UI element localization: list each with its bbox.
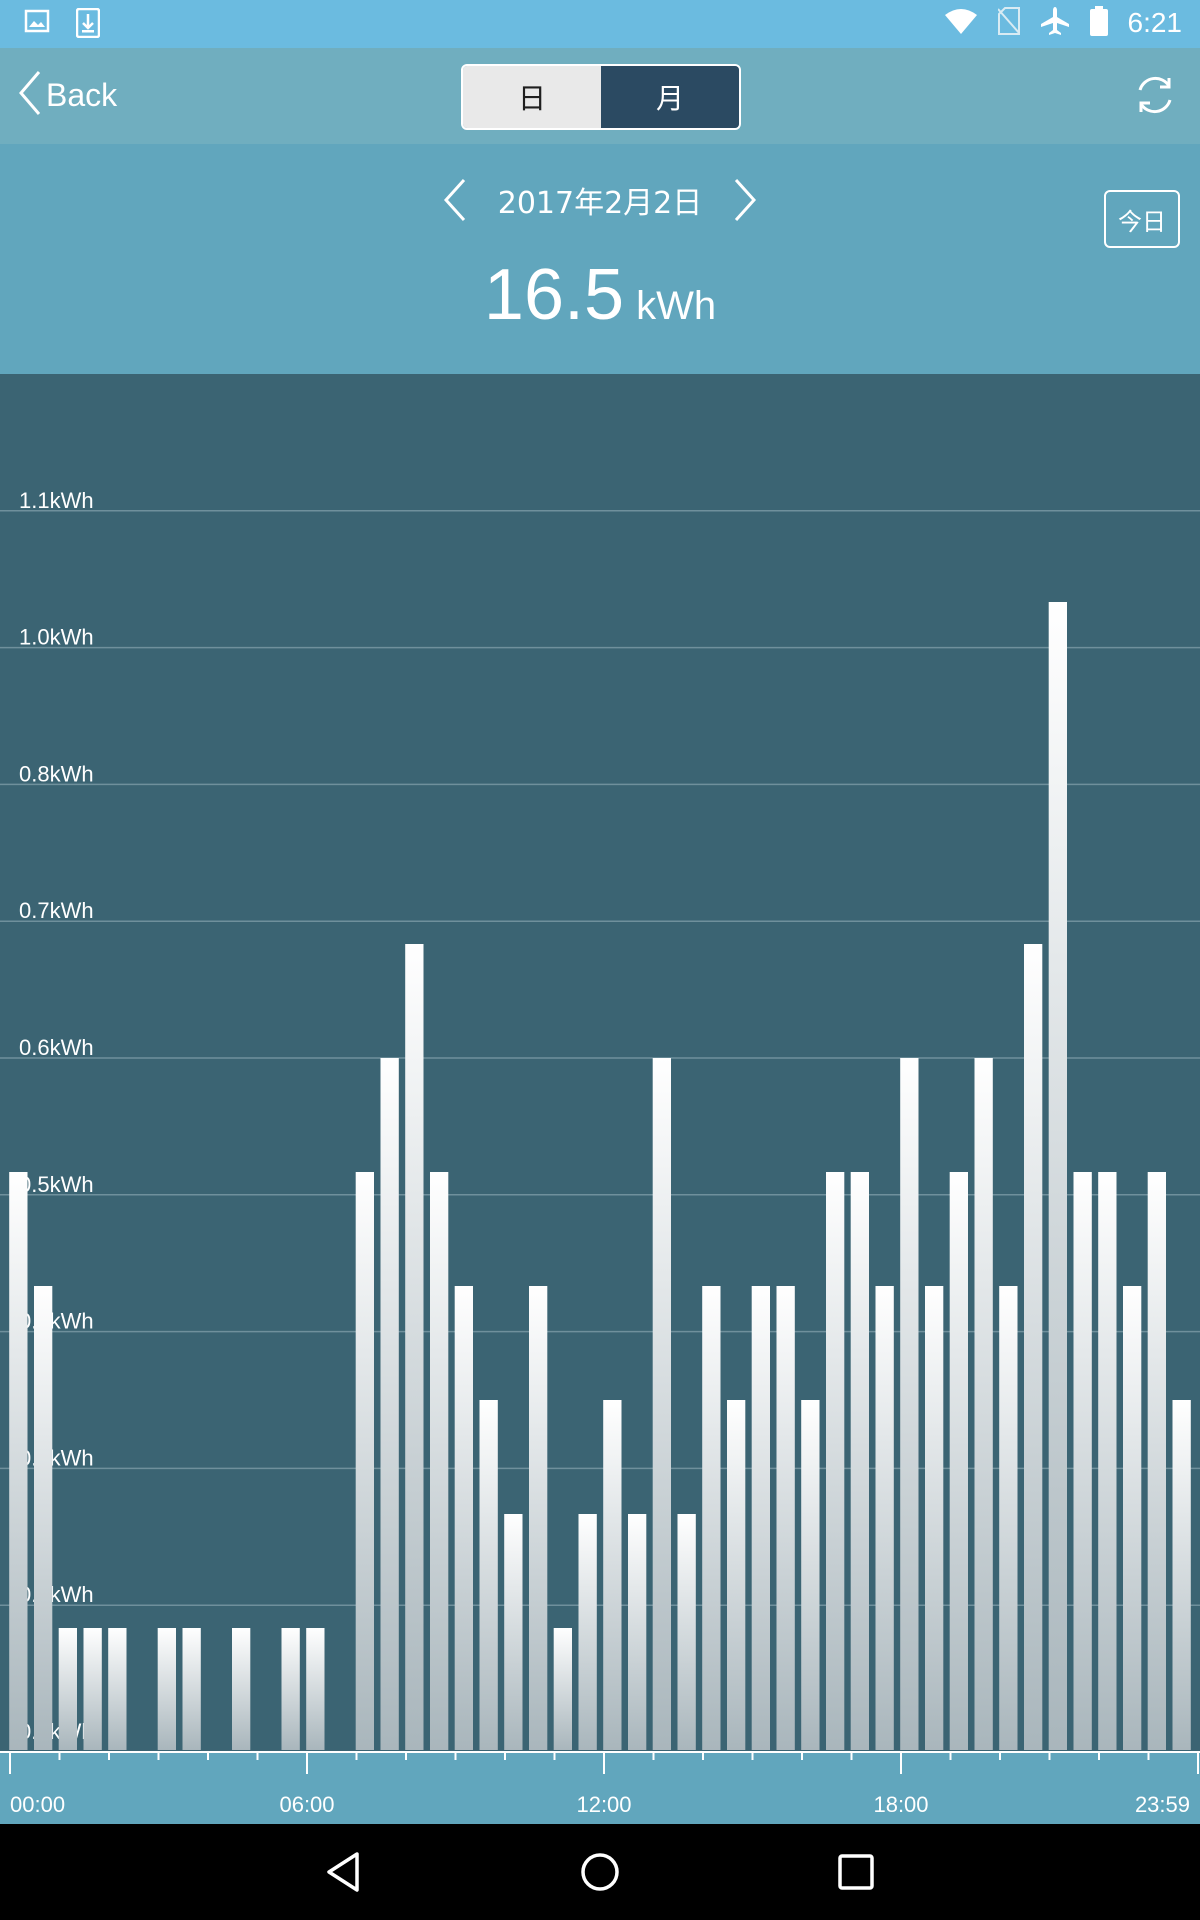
- bar: [1073, 1172, 1092, 1750]
- x-tick-label: 23:59: [1135, 1792, 1190, 1817]
- bar: [553, 1628, 572, 1750]
- period-segmented-control: 日 月: [461, 64, 741, 130]
- bar: [875, 1286, 894, 1750]
- bar: [974, 1058, 993, 1750]
- bar: [900, 1058, 919, 1750]
- refresh-icon: [1130, 76, 1180, 124]
- bar: [1123, 1286, 1142, 1750]
- previous-date-button[interactable]: [440, 176, 470, 224]
- bar: [727, 1400, 746, 1750]
- bar: [58, 1628, 77, 1750]
- bar: [157, 1628, 176, 1750]
- y-tick-label: 0.3kWh: [19, 1309, 94, 1334]
- energy-chart: 0.0kWh 0.1kWh 0.2kWh 0.3kWh 0.5kWh 0.6kWh 0.7k…: [0, 351, 1200, 1824]
- bar: [430, 1172, 449, 1750]
- bar: [281, 1628, 300, 1750]
- top-nav-bar: Back 日 月: [0, 48, 1200, 144]
- bar: [628, 1514, 647, 1750]
- bar: [603, 1400, 622, 1750]
- bar: [83, 1628, 102, 1750]
- bar: [479, 1400, 498, 1750]
- bar: [355, 1172, 374, 1750]
- next-date-button[interactable]: [730, 176, 760, 224]
- bar: [529, 1286, 548, 1750]
- x-tick-label: 00:00: [10, 1792, 65, 1817]
- status-time: 6:21: [1127, 7, 1183, 38]
- y-tick-label: 0.0kWh: [19, 1719, 94, 1744]
- bar: [306, 1628, 325, 1750]
- bar: [182, 1628, 201, 1750]
- y-tick-label: 0.1kWh: [19, 1582, 94, 1607]
- back-label: Back: [46, 76, 118, 113]
- y-tick-label: 0.5kWh: [19, 1172, 94, 1197]
- y-tick-label: 1.2kWh: [19, 374, 94, 376]
- bar: [232, 1628, 251, 1750]
- bar: [677, 1514, 696, 1750]
- y-tick-label: 0.6kWh: [19, 1035, 94, 1060]
- bar: [34, 1286, 53, 1750]
- x-tick-label: 12:00: [576, 1792, 631, 1817]
- bar: [925, 1286, 944, 1750]
- plot-background: [0, 374, 1200, 1752]
- bar: [9, 1172, 28, 1750]
- battery-icon: [1089, 6, 1108, 40]
- bar: [504, 1514, 523, 1750]
- status-bar: 6:21: [0, 0, 1200, 48]
- summary-header: 2017年2月2日 今日 16.5 kWh: [0, 144, 1200, 374]
- segment-day[interactable]: 日: [463, 66, 601, 128]
- chevron-right-icon: [730, 178, 760, 228]
- bar: [1048, 602, 1067, 1750]
- y-tick-label: 0.2kWh: [19, 1445, 94, 1470]
- recents-square-icon[interactable]: [832, 1848, 880, 1896]
- no-sim-icon: [996, 7, 1021, 39]
- bar: [776, 1286, 795, 1750]
- bar: [108, 1628, 127, 1750]
- bar: [405, 944, 424, 1750]
- airplane-icon: [1040, 6, 1070, 40]
- segment-month[interactable]: 月: [601, 66, 739, 128]
- bar: [751, 1286, 770, 1750]
- back-triangle-icon[interactable]: [321, 1848, 369, 1896]
- y-tick-label: 0.7kWh: [19, 898, 94, 923]
- x-tick-label: 18:00: [873, 1792, 928, 1817]
- wifi-icon: [944, 7, 978, 39]
- chevron-left-icon: [18, 70, 42, 120]
- y-tick-label: 1.0kWh: [19, 625, 94, 650]
- total-energy: 16.5 kWh: [0, 254, 1200, 336]
- bar: [850, 1172, 869, 1750]
- bar: [454, 1286, 473, 1750]
- bar: [380, 1058, 399, 1750]
- chart-svg: 0.0kWh 0.1kWh 0.2kWh 0.3kWh 0.5kWh 0.6kWh 0.7k…: [0, 351, 1200, 1817]
- today-button[interactable]: 今日: [1104, 190, 1180, 248]
- y-tick-label: 1.1kWh: [19, 488, 94, 513]
- bar: [1147, 1172, 1166, 1750]
- date-label: 2017年2月2日: [497, 186, 703, 221]
- image-icon: [24, 8, 50, 42]
- refresh-button[interactable]: [1130, 70, 1180, 120]
- date-navigator: 2017年2月2日 今日: [0, 168, 1200, 248]
- home-circle-icon[interactable]: [576, 1848, 624, 1896]
- bar: [1172, 1400, 1191, 1750]
- bar: [1024, 944, 1043, 1750]
- y-tick-label: 0.8kWh: [19, 761, 94, 786]
- total-value: 16.5: [483, 255, 625, 335]
- total-unit: kWh: [636, 284, 717, 328]
- bar: [826, 1172, 845, 1750]
- android-nav-bar: [0, 1824, 1200, 1920]
- bar: [702, 1286, 721, 1750]
- bar: [578, 1514, 597, 1750]
- bar: [949, 1172, 968, 1750]
- download-icon: [75, 7, 101, 42]
- bar: [801, 1400, 820, 1750]
- bar: [1098, 1172, 1117, 1750]
- x-tick-label: 06:00: [279, 1792, 334, 1817]
- bar: [652, 1058, 671, 1750]
- bar: [999, 1286, 1018, 1750]
- chevron-left-icon: [440, 178, 470, 228]
- back-button[interactable]: Back: [18, 70, 117, 120]
